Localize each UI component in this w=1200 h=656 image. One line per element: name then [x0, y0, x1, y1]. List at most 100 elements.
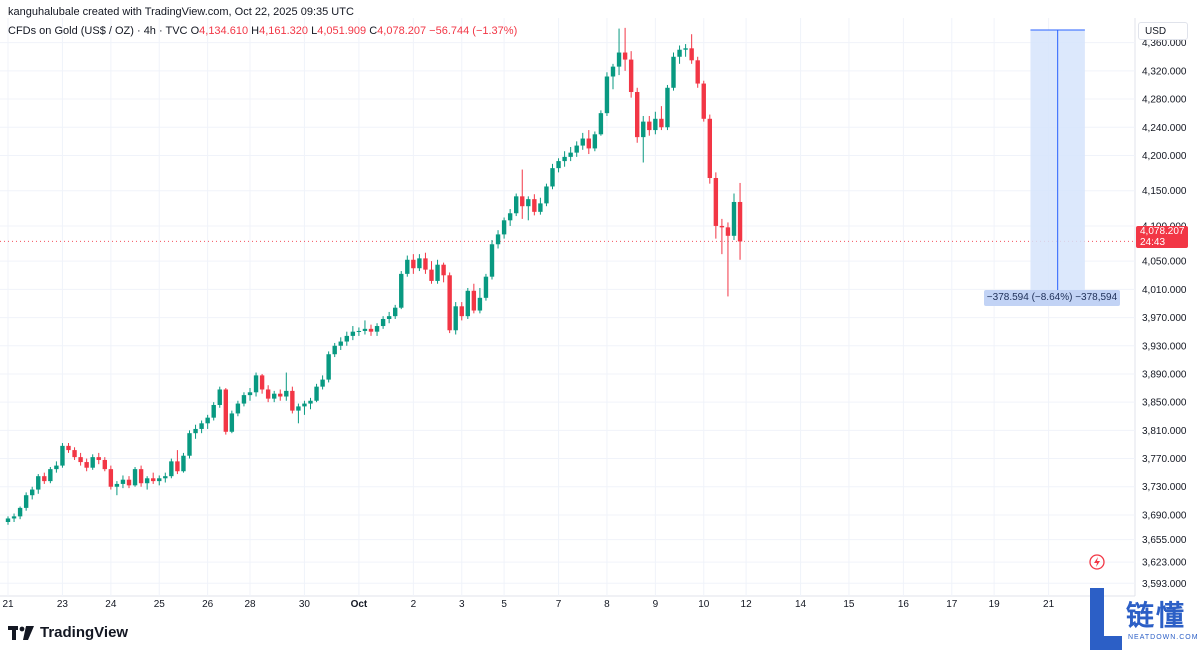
x-tick-label: 15 [843, 599, 855, 610]
candle-body [96, 457, 101, 460]
candle-body [5, 518, 11, 522]
candle-body [604, 76, 610, 114]
y-tick-label: 3,690.000 [1142, 510, 1187, 521]
candle [659, 106, 664, 131]
candle [368, 324, 374, 336]
candle-body [507, 213, 513, 221]
candle [671, 52, 676, 91]
candle [332, 342, 337, 358]
candle [290, 386, 295, 414]
candle [562, 151, 567, 167]
candle [641, 115, 646, 163]
candle-body [235, 403, 241, 414]
candle-body [520, 196, 525, 207]
candle-body [36, 476, 41, 490]
candle [441, 262, 446, 283]
candle [5, 516, 11, 525]
candle [308, 397, 313, 410]
candle-body [653, 118, 658, 131]
candle [719, 218, 725, 255]
candle-body [175, 461, 180, 472]
candle-body [628, 59, 634, 93]
candle-body [689, 48, 694, 61]
candle [689, 34, 694, 64]
candle-body [671, 56, 676, 88]
candle-body [229, 413, 235, 432]
candle [683, 44, 688, 57]
candle-body [441, 264, 446, 276]
high-label: H [251, 25, 260, 37]
x-tick-label: 28 [244, 599, 256, 610]
tradingview-logo[interactable]: TradingView [8, 624, 128, 641]
candle [465, 287, 470, 319]
candle-body [562, 156, 567, 162]
candle-body [489, 244, 495, 277]
open-value: 4,134.610 [199, 25, 249, 37]
candle [169, 458, 174, 479]
candle-body [417, 258, 422, 269]
lightning-icon[interactable] [1089, 554, 1105, 570]
y-tick-label: 4,320.000 [1142, 66, 1187, 77]
candle-body [423, 258, 428, 270]
candle-body [66, 445, 71, 451]
candle-body [695, 60, 700, 84]
candle-body [84, 462, 89, 468]
candle [344, 331, 349, 346]
neatdown-watermark-icon [1090, 588, 1122, 650]
candle [610, 63, 616, 90]
y-tick-label: 3,810.000 [1142, 426, 1187, 437]
watermark-cn: 链懂 [1126, 599, 1187, 632]
candle [695, 56, 700, 88]
y-tick-label: 4,280.000 [1142, 95, 1187, 106]
chart-credit: kanguhalubale created with TradingView.c… [8, 6, 354, 18]
candle [471, 283, 477, 314]
symbol-name[interactable]: CFDs on Gold (US$ / OZ) · 4h · TVC [8, 25, 188, 37]
candle [447, 272, 452, 334]
candle [205, 414, 210, 429]
candle [96, 452, 101, 465]
candle [423, 252, 428, 274]
candle-body [90, 457, 95, 468]
currency-selector[interactable]: USD [1138, 22, 1188, 40]
x-tick-label: 23 [57, 599, 69, 610]
candle [405, 255, 410, 277]
candle-body [163, 476, 168, 479]
x-tick-label: 25 [154, 599, 166, 610]
ohlc-legend: CFDs on Gold (US$ / OZ) · 4h · TVC O4,13… [8, 25, 517, 37]
y-tick-label: 3,623.000 [1142, 558, 1187, 569]
y-tick-label: 4,150.000 [1142, 186, 1187, 197]
candle [66, 443, 71, 453]
x-tick-label: 3 [459, 599, 465, 610]
x-tick-label: 19 [989, 599, 1001, 610]
candle [138, 465, 144, 487]
watermark-en: NEATDOWN.COM [1128, 634, 1199, 641]
measure-tool[interactable] [1030, 29, 1085, 298]
candle [241, 392, 247, 407]
x-tick-label: 2 [411, 599, 417, 610]
high-value: 4,161.320 [259, 25, 309, 37]
candle [459, 302, 464, 321]
candle [616, 28, 622, 76]
candle [163, 472, 168, 483]
candle [477, 287, 483, 314]
candle [48, 467, 53, 484]
candle [338, 337, 343, 350]
candle-body [435, 264, 440, 281]
candle-body [48, 469, 53, 482]
candle-body [344, 335, 349, 342]
candle-body [72, 450, 77, 458]
candle-body [247, 392, 253, 396]
x-tick-label: Oct [351, 599, 368, 610]
candle [507, 209, 513, 226]
candle [272, 390, 277, 403]
candle-body [380, 318, 386, 327]
candle-body [550, 168, 555, 187]
candle-body [713, 178, 719, 226]
candle-body [532, 199, 537, 212]
y-tick-label: 3,890.000 [1142, 369, 1187, 380]
candle-body [568, 152, 573, 157]
low-label: L [311, 25, 318, 37]
candle [114, 481, 120, 496]
candle [568, 146, 573, 162]
